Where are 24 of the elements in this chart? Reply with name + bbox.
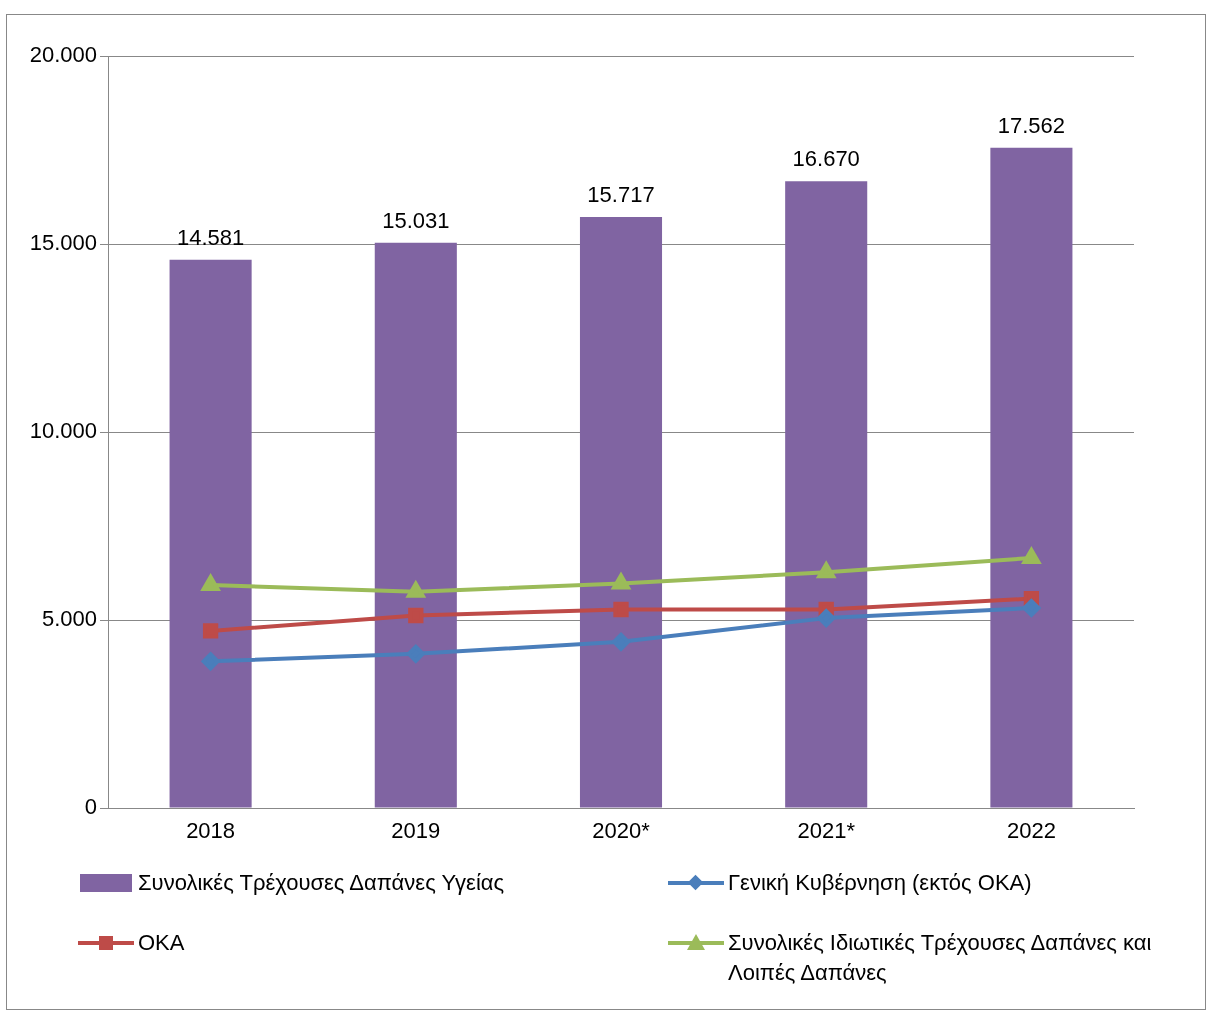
data-label: 15.031	[382, 207, 450, 233]
data-label: 17.562	[997, 112, 1066, 138]
bar	[374, 242, 457, 808]
legend-label: Συνολικές Ιδιωτικές Τρέχουσες Δαπάνες και Λοιπές Δαπάνες	[728, 929, 1153, 987]
x-tick-label: 2022	[1006, 818, 1056, 844]
x-tick-label: 2018	[186, 818, 236, 844]
bar	[990, 147, 1073, 808]
y-tick-label: 5.000	[41, 606, 97, 632]
bar	[785, 181, 868, 808]
y-tick-label: 15.000	[29, 230, 97, 256]
x-tick-label: 2021*	[797, 818, 856, 844]
data-label: 14.581	[176, 224, 245, 250]
legend-label: Γενική Κυβέρνηση (εκτός ΟΚΑ)	[728, 869, 1032, 897]
data-label: 16.670	[792, 146, 860, 172]
data-label: 15.717	[587, 182, 655, 208]
y-tick-label: 20.000	[29, 42, 97, 68]
x-tick-label: 2020*	[592, 818, 651, 844]
x-tick-label: 2019	[391, 818, 441, 844]
legend-label: ΟΚΑ	[138, 929, 185, 957]
y-tick-label: 10.000	[29, 418, 97, 444]
legend-label: Συνολικές Τρέχουσες Δαπάνες Υγείας	[138, 869, 505, 897]
y-tick-label: 0	[84, 794, 97, 820]
bar	[169, 259, 252, 808]
bar	[579, 217, 663, 808]
